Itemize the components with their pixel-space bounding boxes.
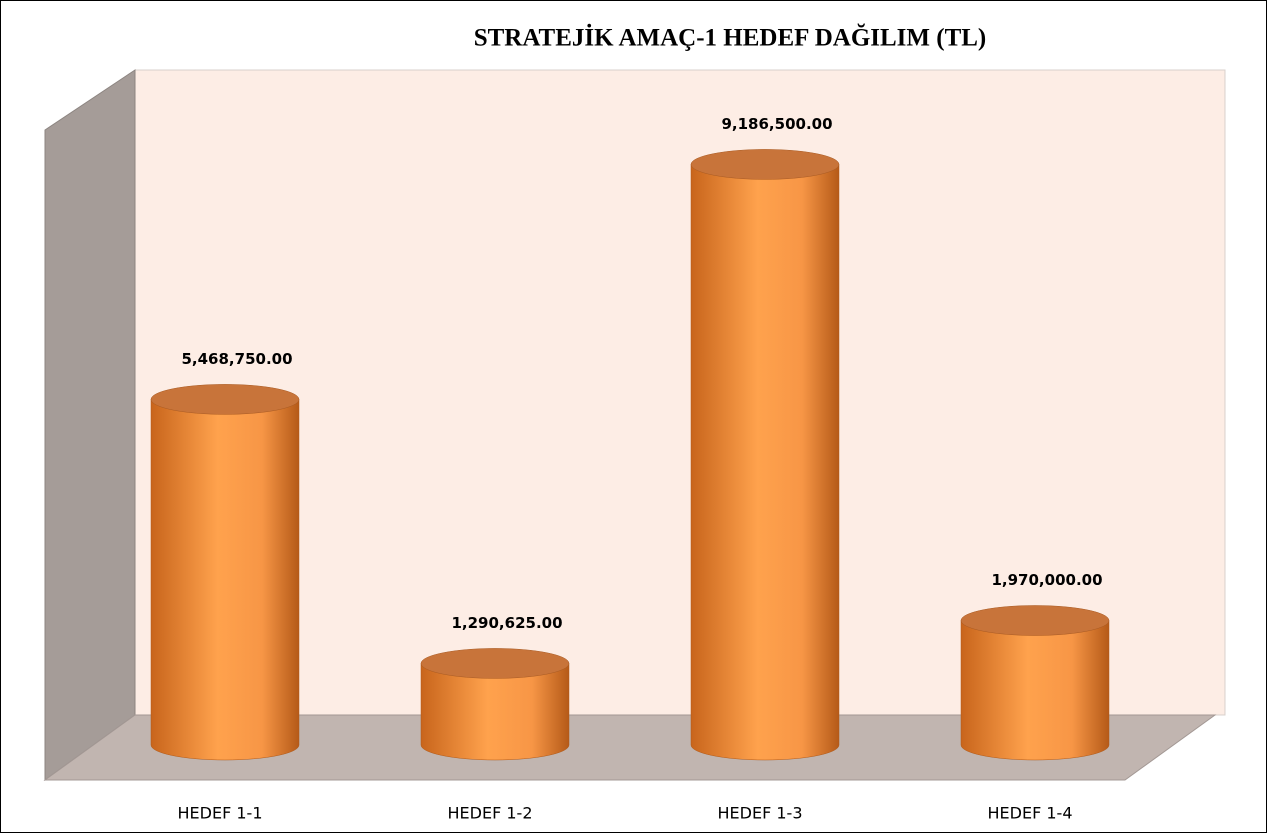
x-tick-label: HEDEF 1-1: [178, 804, 263, 823]
data-label: 5,468,750.00: [181, 350, 292, 368]
x-tick-label: HEDEF 1-4: [988, 804, 1073, 823]
side-wall: [44, 69, 136, 781]
bar: [690, 164, 840, 761]
bar: [420, 663, 570, 761]
x-tick-label: HEDEF 1-2: [448, 804, 533, 823]
data-label: 1,970,000.00: [991, 571, 1102, 589]
floor: [43, 714, 1217, 781]
x-tick-label: HEDEF 1-3: [718, 804, 803, 823]
bar: [150, 399, 300, 761]
data-label: 9,186,500.00: [721, 115, 832, 133]
data-label: 1,290,625.00: [451, 614, 562, 632]
bar-top: [150, 384, 300, 415]
bar-top: [420, 648, 570, 679]
chart-title: STRATEJİK AMAÇ-1 HEDEF DAĞILIM (TL): [474, 23, 987, 52]
bar-top: [690, 149, 840, 180]
bar: [960, 620, 1110, 761]
bar-top: [960, 605, 1110, 636]
